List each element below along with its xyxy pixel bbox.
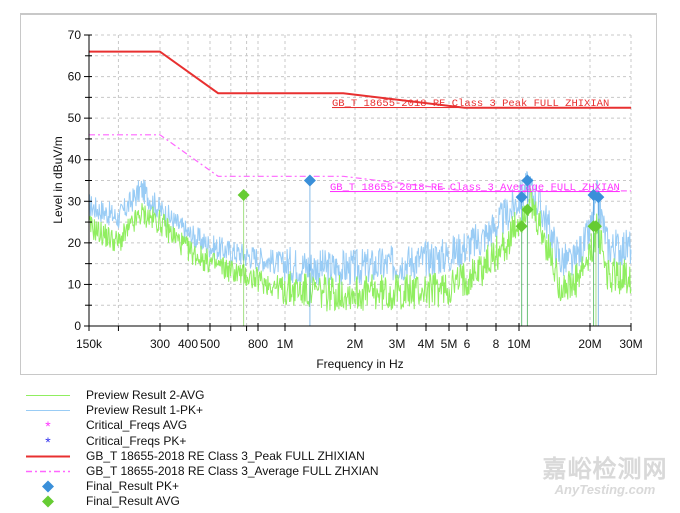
peak-limit-line: [89, 50, 631, 109]
svg-text:*: *: [45, 418, 51, 433]
pk-result-diamond: [303, 174, 316, 187]
noise-traces: [88, 171, 632, 312]
legend-line-icon: [26, 470, 70, 473]
legend-item: Preview Result 1-PK+: [0, 403, 420, 418]
legend-label: Preview Result 2-AVG: [86, 388, 205, 402]
legend-label: Final_Result PK+: [86, 479, 180, 494]
legend-item: Final_Result AVG: [0, 494, 420, 509]
x-axis-label: Frequency in Hz: [316, 357, 403, 371]
x-tick-label: 300: [150, 337, 170, 351]
y-tick-label: 70: [68, 28, 82, 42]
pk-result-diamond: [521, 174, 534, 187]
legend-item: GB_T 18655-2018 RE Class 3_Average FULL …: [0, 464, 420, 479]
x-tick-label: 1M: [277, 337, 294, 351]
diamond-icon: [42, 495, 54, 508]
watermark-en: AnyTesting.com: [554, 482, 656, 497]
avg-result-diamond: [237, 189, 250, 202]
legend-line-icon: [26, 395, 70, 396]
peak-limit-label: GB_T 18655-2018 RE Class 3 Peak FULL ZHI…: [332, 98, 609, 110]
x-tick-label: 30M: [619, 337, 642, 351]
avg-result-diamond: [589, 220, 602, 233]
x-tick-label: 2M: [347, 337, 364, 351]
x-tick-label: 3M: [389, 337, 406, 351]
legend-item: GB_T 18655-2018 RE Class 3_Peak FULL ZHI…: [0, 449, 420, 464]
legend-line-icon: [26, 410, 70, 412]
limit-annotations: GB_T 18655-2018 RE Class 3 Peak FULL ZHI…: [330, 98, 620, 194]
x-tick-label: 150k: [76, 337, 103, 351]
y-tick-label: 40: [68, 153, 82, 167]
y-tick-label: 30: [68, 194, 82, 208]
watermark-cn: 嘉峪检测网: [542, 455, 668, 483]
legend-item: * Critical_Freqs PK+: [0, 434, 420, 449]
x-tick-label: 20M: [578, 337, 601, 351]
limit-lines: [89, 50, 631, 192]
legend-label: Final_Result AVG: [86, 494, 180, 509]
y-tick-label: 50: [68, 111, 82, 125]
x-tick-label: 6: [464, 337, 471, 351]
y-axis-label: Level in dBuV/m: [51, 136, 65, 223]
legend-item: * Critical_Freqs AVG: [0, 418, 420, 433]
asterisk-icon: *: [45, 418, 51, 433]
x-tick-label: 5M: [441, 337, 458, 351]
legend-label: Critical_Freqs AVG: [86, 418, 188, 433]
y-tick-label: 0: [74, 319, 81, 333]
emission-chart: GB_T 18655-2018 RE Class 3 Peak FULL ZHI…: [51, 28, 643, 371]
avg-preview-trace: [88, 188, 632, 312]
avg-result-diamond: [515, 220, 528, 233]
watermark: 嘉峪检测网 AnyTesting.com: [530, 455, 680, 497]
svg-text:*: *: [45, 434, 51, 449]
x-tick-label: 8: [493, 337, 500, 351]
axes: 0 10 20 30 40 50 60 70 150k 300 400 500 800 1M 2M 3M 4M 5…: [68, 28, 643, 351]
y-tick-label: 60: [68, 70, 82, 84]
x-tick-label: 10M: [507, 337, 530, 351]
y-tick-label: 10: [68, 277, 82, 291]
legend-label: GB_T 18655-2018 RE Class 3_Peak FULL ZHI…: [86, 448, 365, 463]
legend-label: GB_T 18655-2018 RE Class 3_Average FULL …: [86, 464, 379, 478]
pk-result-diamond: [592, 191, 605, 204]
legend-item: Preview Result 2-AVG: [0, 388, 420, 403]
legend-line-icon: [26, 455, 70, 458]
final-result-markers: [237, 174, 605, 326]
x-tick-label: 800: [248, 337, 268, 351]
asterisk-icon: *: [45, 434, 51, 449]
chart-frame: [20, 13, 657, 375]
legend-label: Preview Result 1-PK+: [86, 403, 204, 418]
diamond-icon: [42, 480, 54, 493]
legend-item: Final_Result PK+: [0, 479, 420, 494]
x-tick-label: 500: [200, 337, 220, 351]
y-tick-label: 20: [68, 236, 82, 250]
x-tick-label: 4M: [418, 337, 435, 351]
pk-result-diamond: [515, 191, 528, 204]
avg-limit-label: GB_T 18655-2018 RE Class 3 Average FULL …: [330, 182, 620, 194]
x-tick-label: 400: [178, 337, 198, 351]
avg-result-diamond: [521, 203, 534, 216]
average-limit-line: [89, 134, 631, 192]
legend-label: Critical_Freqs PK+: [86, 433, 187, 448]
pk-preview-trace: [88, 171, 632, 286]
